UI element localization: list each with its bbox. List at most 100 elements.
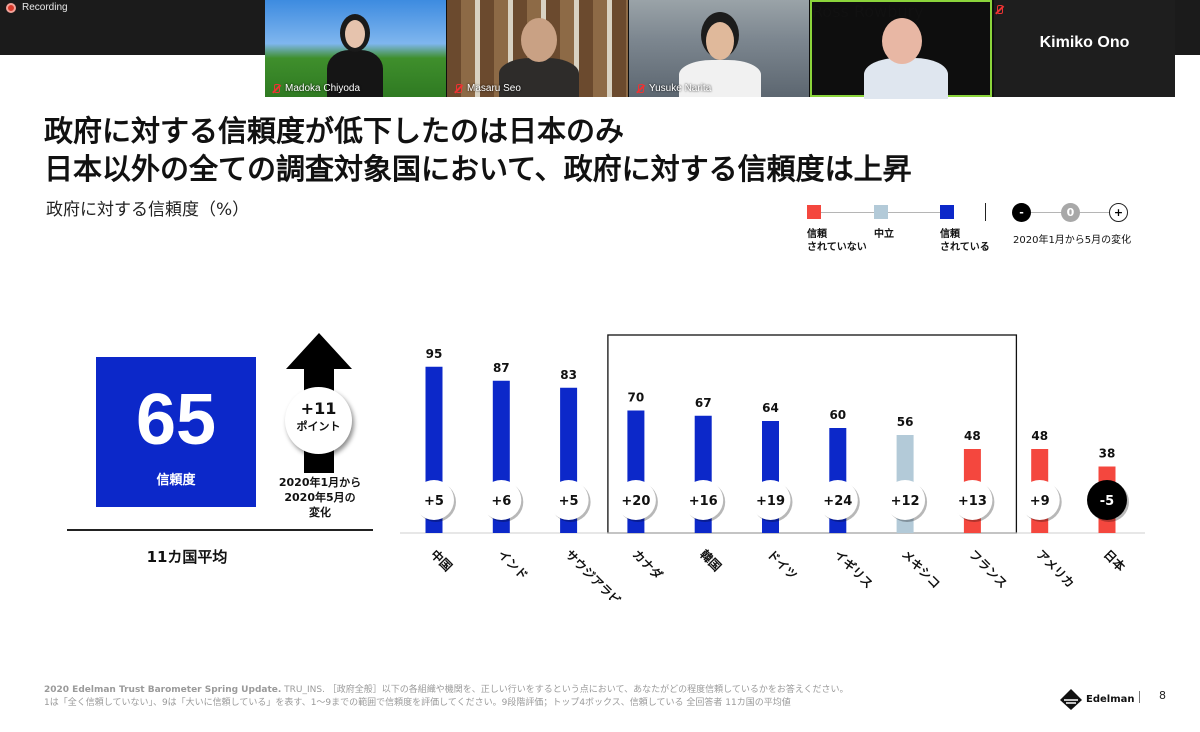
participant-name: Masaru Seo [467,83,521,94]
legend: 信頼 されていない 中立 信頼 されている - 0 + 2020年1月から5月の… [800,200,1140,260]
category-label: アメリカ [1034,547,1077,590]
bar-value-label: 56 [897,415,914,429]
slide-subtitle: 政府に対する信頼度（%） [46,200,250,220]
slide-title-line-1: 政府に対する信頼度が低下したのは日本のみ [44,114,625,148]
legend-plus-circle: + [1109,203,1128,222]
participant-tile-3[interactable]: Yusuke Narita [629,0,809,97]
average-divider [67,529,373,531]
category-label: メキシコ [899,547,943,591]
participant-face [882,18,922,64]
legend-zero-circle: 0 [1061,203,1080,222]
bar-value-label: 87 [493,361,510,375]
legend-minus-circle: - [1012,203,1031,222]
bar-value-label: 95 [426,347,443,361]
participant-tile-1[interactable]: Madoka Chiyoda [265,0,446,97]
brand: Edelman [1060,688,1135,710]
category-label: 中国 [428,547,456,575]
change-label: +16 [689,494,718,509]
change-label: +12 [891,494,920,509]
bar-value-label: 83 [560,368,577,382]
slide-title-line-2: 日本以外の全ての調査対象国において、政府に対する信頼度は上昇 [44,152,912,186]
average-change-unit: ポイント [296,420,341,433]
bar-value-label: 64 [762,401,779,415]
average-change-circle: +11 ポイント [285,387,352,454]
participant-name: Ross Rowbury [812,2,924,21]
page-number: 8 [1159,689,1166,702]
change-label: -5 [1100,494,1114,509]
participant-name-tag: Madoka Chiyoda [271,83,360,94]
participant-silhouette [679,60,761,97]
average-change-note: 2020年1月から 2020年5月の 変化 [278,476,362,519]
average-trust-box: 65 信頼度 [96,357,256,507]
participant-silhouette [864,58,948,99]
bar-value-label: 60 [829,408,846,422]
change-label: +6 [491,494,511,509]
change-label: +24 [823,494,852,509]
recording-label: Recording [22,2,68,13]
change-circle [750,480,791,520]
average-trust-value: 65 [135,380,217,460]
participant-face [706,22,734,60]
participant-tile-active-speaker[interactable]: Ross Rowbury [810,0,992,99]
footer-line-1: TRU_INS. ［政府全般］以下の各組織や機関を、正しい行いをするという点にお… [281,685,849,695]
legend-change-label: 2020年1月から5月の変化 [1013,235,1132,246]
change-circle [817,480,858,520]
participant-name: Yusuke Narita [649,83,712,94]
legend-neutral-swatch [874,205,888,219]
change-circle [615,480,656,520]
record-icon [6,2,16,13]
change-label: +20 [621,494,650,509]
bar-value-label: 48 [964,429,981,443]
bar-value-label: 48 [1031,429,1048,443]
legend-trust-swatch [940,205,954,219]
bar-value-label: 67 [695,396,712,410]
bar-value-label: 70 [628,391,645,405]
participant-tile-5[interactable]: Kimiko Ono [994,0,1175,97]
change-label: +13 [958,494,987,509]
footer-line-2: 1は「全く信頼していない」、9は「大いに信頼している」を表す、1～9までの範囲で… [44,698,791,708]
participant-face [345,20,365,48]
page-separator [1139,691,1140,703]
participant-name-tag: Yusuke Narita [635,83,711,94]
participant-name-tag: Ross Rowbury [812,2,990,21]
muted-mic-icon [635,83,645,94]
participant-face [521,18,557,62]
participant-name: Kimiko Ono [1039,34,1130,51]
change-circle [952,480,993,520]
participant-silhouette [499,58,579,97]
legend-trust-label: 信頼 されている [940,229,990,253]
participant-name-tag: Masaru Seo [453,83,521,94]
legend-divider [985,203,986,221]
change-label: +19 [756,494,785,509]
muted-mic-icon [453,83,463,94]
recording-indicator[interactable]: Recording [6,2,68,13]
change-circle [548,480,589,520]
category-label: カナダ [630,547,666,583]
participant-name-tag [994,0,1175,19]
average-trust-label: 信頼度 [156,473,196,488]
category-label: インド [495,547,530,582]
change-label: +9 [1030,494,1050,509]
video-gallery: Madoka Chiyoda Masaru Seo Yusuke Narita … [265,0,1175,99]
trust-bar-chart: 95 +5 中国 87 +6 インド 83 +5 サウジアラビア 70 +20 カナダ 67 +16 韓国 6… [400,334,1145,600]
participant-name: Madoka Chiyoda [285,83,361,94]
change-label: +5 [559,494,579,509]
legend-neutral-label: 中立 [874,229,894,240]
muted-mic-icon [994,5,1004,15]
legend-distrust-swatch [807,205,821,219]
brand-name: Edelman [1086,693,1135,705]
category-label: 日本 [1101,547,1129,575]
change-circle [414,480,454,520]
change-circle [1087,480,1127,520]
footer-note: 2020 Edelman Trust Barometer Spring Upda… [44,684,944,710]
legend-distrust-label: 信頼 されていない [807,229,867,253]
change-circle [481,480,522,520]
participant-tile-2[interactable]: Masaru Seo [447,0,628,97]
average-caption: 11カ国平均 [146,548,228,566]
category-label: イギリス [832,547,877,592]
bar-value-label: 38 [1099,447,1116,461]
change-circle [683,480,724,520]
category-label: サウジアラビア [562,547,632,600]
footer-source: 2020 Edelman Trust Barometer Spring Upda… [44,685,282,695]
category-label: ドイツ [764,547,799,582]
